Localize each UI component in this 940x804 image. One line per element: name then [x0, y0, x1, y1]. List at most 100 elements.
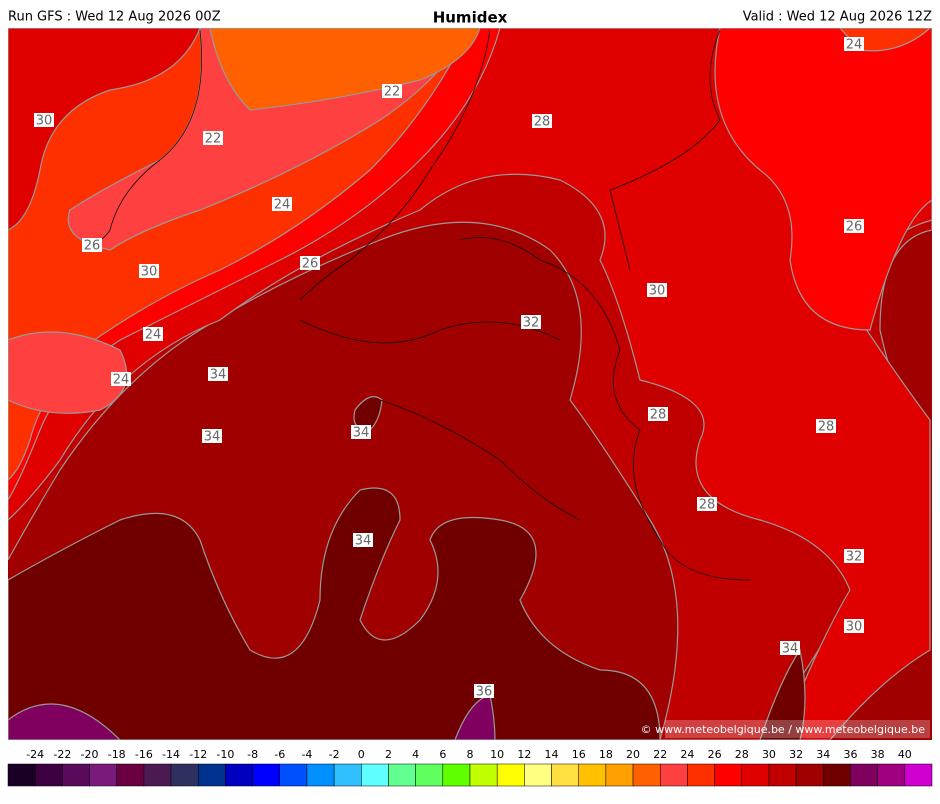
colorbar-tick-label: 8	[467, 748, 474, 761]
colorbar-tick-label: 12	[517, 748, 531, 761]
colorbar-tick-label: 38	[871, 748, 885, 761]
contour-label-box	[272, 197, 292, 211]
contour-label: 28	[818, 420, 835, 435]
colorbar-swatch	[605, 763, 634, 787]
contour-label: 28	[650, 408, 667, 423]
contour-label-box	[82, 238, 102, 252]
run-info: Run GFS : Wed 12 Aug 2026 00Z	[8, 10, 221, 25]
colorbar-tick-label: -6	[274, 748, 285, 761]
contour-label: 30	[846, 620, 863, 635]
contour-label-box	[139, 264, 159, 278]
contour-label: 32	[846, 550, 863, 565]
colorbar-tick-label: 14	[545, 748, 559, 761]
contour-label: 32	[523, 316, 540, 331]
colorbar-tick-label: -24	[26, 748, 44, 761]
contour-label-box	[648, 407, 668, 421]
colorbar-tick-label: -20	[81, 748, 99, 761]
contour-label: 36	[476, 685, 493, 700]
contour-label-box	[844, 549, 864, 563]
contour-label: 30	[649, 284, 666, 299]
contour-label-box	[300, 256, 320, 270]
valid-info: Valid : Wed 12 Aug 2026 12Z	[743, 10, 932, 25]
colorbar-tick-label: -8	[247, 748, 258, 761]
colorbar-tick-label: 26	[708, 748, 722, 761]
colorbar-swatch	[306, 763, 335, 787]
contour-label: 22	[205, 132, 222, 147]
colorbar-swatch	[62, 763, 90, 787]
credit-box	[665, 720, 930, 738]
colorbar-swatch	[741, 763, 770, 787]
map-title: Humidex	[433, 9, 508, 27]
colorbar-swatch	[469, 763, 498, 787]
contour-label-box	[351, 425, 371, 439]
contour-label-box	[111, 372, 131, 386]
contour-label: 34	[210, 368, 227, 383]
contour-label: 34	[355, 534, 372, 549]
contour-label: 34	[204, 430, 221, 445]
colorbar-swatch	[578, 763, 607, 787]
colorbar-swatch	[524, 763, 552, 787]
colorbar-tick-label: -12	[189, 748, 207, 761]
colorbar-swatch	[388, 763, 416, 787]
contour-label-box	[353, 533, 373, 547]
colorbar-tick-label: -18	[108, 748, 126, 761]
contour-label-box	[34, 113, 54, 127]
contour-label-box	[203, 131, 223, 145]
contour-label-box	[208, 367, 228, 381]
colorbar-tick-label: -14	[162, 748, 180, 761]
contour-label-box	[647, 283, 667, 297]
colorbar-swatch	[687, 763, 715, 787]
contour-label-box	[532, 114, 552, 128]
contour-label-box	[816, 419, 836, 433]
contour-label: 24	[846, 38, 863, 53]
contour-label-box	[780, 641, 800, 655]
colorbar-tick-label: 18	[599, 748, 613, 761]
colorbar-swatch	[823, 763, 851, 787]
colorbar-swatch	[116, 763, 145, 787]
colorbar-swatch	[768, 763, 797, 787]
contour-label-box	[844, 37, 864, 51]
contour-label-box	[474, 684, 494, 698]
contour-label: 26	[84, 239, 101, 254]
contour-label-box	[521, 315, 541, 329]
colorbar-swatch	[496, 763, 525, 787]
colorbar-swatch	[850, 763, 878, 787]
contour-label: 24	[274, 198, 291, 213]
colorbar-tick-label: -22	[53, 748, 71, 761]
contour-label: 26	[302, 257, 319, 272]
contour-label: 24	[145, 328, 162, 343]
contour-label: 30	[36, 114, 53, 129]
colorbar-tick-label: 34	[816, 748, 830, 761]
colorbar-tick-label: 6	[439, 748, 446, 761]
colorbar-tick-label: -4	[301, 748, 312, 761]
contour-label-box	[697, 497, 717, 511]
contour-label-box	[143, 327, 163, 341]
colorbar-swatch	[197, 763, 226, 787]
contour-label: 28	[534, 115, 551, 130]
colorbar-tick-label: 36	[843, 748, 857, 761]
contour-label: 34	[353, 426, 370, 441]
colorbar-swatch	[632, 763, 661, 787]
contour-label-box	[844, 219, 864, 233]
colorbar-tick-label: 28	[735, 748, 749, 761]
colorbar-swatch	[143, 763, 172, 787]
colorbar-swatch	[714, 763, 743, 787]
map-credit: © www.meteobelgique.be / www.meteobelgiq…	[641, 723, 926, 736]
contour-label: 26	[846, 220, 863, 235]
contour-label-box	[844, 619, 864, 633]
colorbar-swatch	[34, 763, 63, 787]
colorbar-tick-label: 0	[358, 748, 365, 761]
colorbar-tick-label: -16	[135, 748, 153, 761]
colorbar-tick-label: 22	[653, 748, 667, 761]
colorbar-tick-label: 32	[789, 748, 803, 761]
colorbar-swatch	[252, 763, 281, 787]
contour-label-box	[202, 429, 222, 443]
colorbar-tick-label: 40	[898, 748, 912, 761]
colorbar-swatch	[89, 763, 117, 787]
colorbar-swatch	[415, 763, 444, 787]
colorbar-swatch	[551, 763, 579, 787]
contour-label: 30	[141, 265, 158, 280]
contour-label-box	[382, 84, 402, 98]
colorbar-tick-label: 2	[385, 748, 392, 761]
colorbar-tick-label: -2	[329, 748, 340, 761]
